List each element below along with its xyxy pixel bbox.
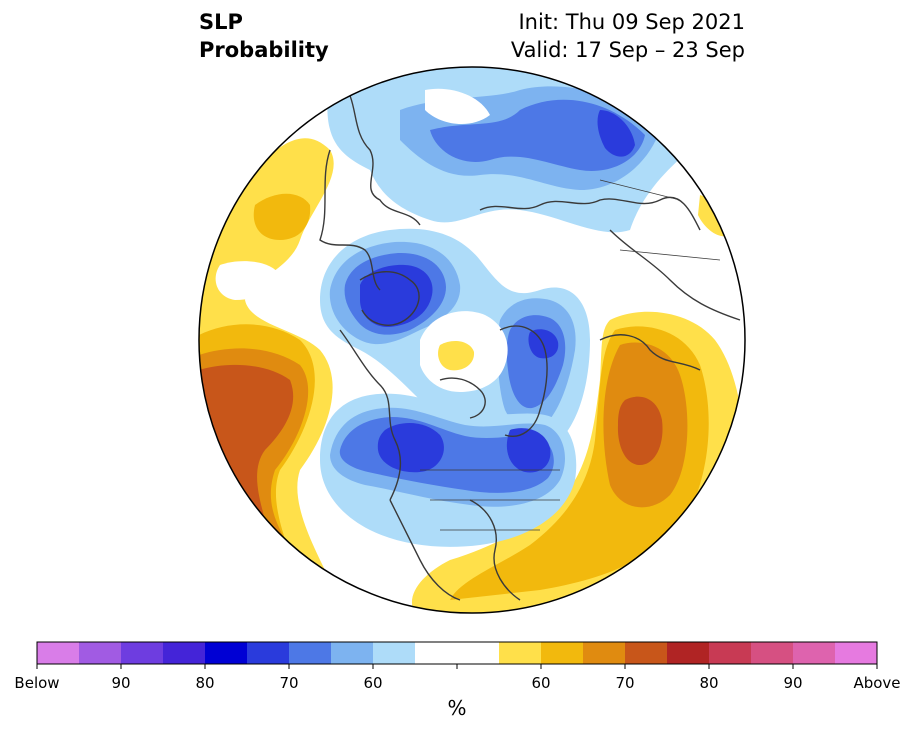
alaska-coastline: [339, 271, 420, 501]
colorbar-tick-label: 90: [783, 674, 803, 692]
colorbar-tick-label: 80: [699, 674, 719, 692]
colorbar-cell: [499, 642, 542, 664]
polar-probability-map: [198, 66, 746, 614]
product-label: Probability: [199, 38, 329, 62]
colorbar-cells: [37, 642, 878, 664]
colorbar-cell: [79, 642, 122, 664]
colorbar-tick-label: 60: [531, 674, 551, 692]
map-title: SLP Probability: [199, 8, 329, 64]
colorbar-cell: [793, 642, 836, 664]
colorbar-cell: [121, 642, 164, 664]
europe-coastline: [599, 229, 741, 371]
siberia-coastline: [479, 196, 701, 231]
political-borders: [420, 179, 721, 531]
coastlines: [319, 79, 741, 601]
colorbar-cell: [709, 642, 752, 664]
init-date: Init: Thu 09 Sep 2021: [518, 10, 745, 34]
colorbar-cell: [751, 642, 794, 664]
colorbar-cell: [331, 642, 374, 664]
colorbar-cell: [541, 642, 584, 664]
above-shading-pole: [438, 340, 475, 371]
colorbar-cell: [835, 642, 878, 664]
colorbar-cell: [415, 642, 458, 664]
colorbar-cell: [247, 642, 290, 664]
colorbar-tick-label: 70: [615, 674, 635, 692]
below-shading-namerica: [377, 423, 444, 473]
variable-label: SLP: [199, 10, 243, 34]
above-shading-atlantic: [617, 396, 663, 465]
colorbar-tick-label: Below: [14, 674, 60, 692]
namerica-coastline: [389, 499, 521, 601]
colorbar-cell: [163, 642, 206, 664]
asia-coastline: [319, 79, 421, 291]
neutral-shading: [215, 261, 280, 300]
colorbar-tick-label: 70: [279, 674, 299, 692]
map-boundary: [198, 66, 746, 614]
neutral-shading: [425, 88, 490, 125]
valid-range: Valid: 17 Sep – 23 Sep: [510, 38, 745, 62]
colorbar-unit: %: [447, 696, 467, 720]
colorbar-tick-label: 80: [195, 674, 215, 692]
below-shading-asia: [597, 110, 635, 157]
colorbar-cell: [583, 642, 626, 664]
forecast-dates: Init: Thu 09 Sep 2021 Valid: 17 Sep – 23…: [511, 8, 745, 64]
arctic-islands-coastline: [439, 325, 548, 437]
colorbar-cell: [373, 642, 416, 664]
below-shading-asia: [430, 99, 645, 171]
colorbar-cell: [457, 642, 500, 664]
colorbar-ticks: [36, 664, 878, 669]
colorbar-tick-label: 60: [363, 674, 383, 692]
colorbar-cell: [205, 642, 248, 664]
above-shading-pacific: [253, 193, 311, 240]
below-shading-namerica: [506, 428, 551, 473]
colorbar-cell: [667, 642, 710, 664]
colorbar-cell: [289, 642, 332, 664]
colorbar-cell: [625, 642, 668, 664]
colorbar-cell: [37, 642, 80, 664]
colorbar-tick-label: Above: [853, 674, 901, 692]
colorbar-tick-label: 90: [111, 674, 131, 692]
